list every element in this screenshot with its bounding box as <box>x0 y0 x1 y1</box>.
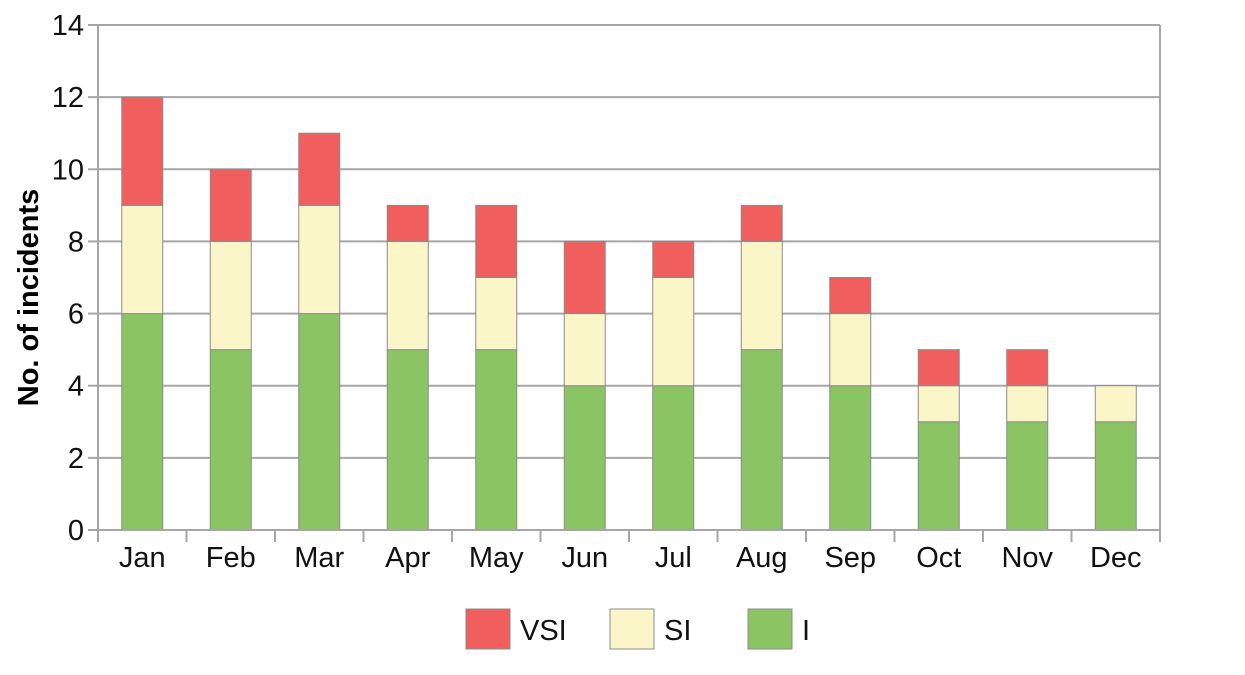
bar-vsi-jul <box>652 240 695 279</box>
legend-label: SI <box>664 615 691 647</box>
tick-labels: 0 2 4 6 8 10 12 14 Jan Feb Mar Apr May Jun Jul Aug Sep Oc… <box>52 10 1142 574</box>
bar-si-feb <box>209 240 252 351</box>
bar-i-may <box>475 349 518 531</box>
bar-vsi-jun <box>563 240 606 315</box>
bars <box>121 96 1137 531</box>
bar-vsi-may <box>475 204 518 279</box>
legend-label: I <box>802 615 810 647</box>
legend-item-si: SI <box>609 608 691 650</box>
legend-swatch <box>747 608 793 650</box>
bar-si-sep <box>829 313 872 387</box>
bar-i-feb <box>209 349 252 531</box>
y-tick-label: 0 <box>68 515 84 547</box>
bar-i-jul <box>652 385 695 531</box>
y-tick-label: 10 <box>52 154 84 186</box>
bar-si-dec <box>1094 385 1137 423</box>
x-tick-label: Aug <box>736 542 788 574</box>
bar-i-jun <box>563 385 606 531</box>
bar-vsi-jan <box>121 96 164 206</box>
bar-vsi-sep <box>829 277 872 315</box>
legend: VSI SI I <box>465 608 810 650</box>
bar-i-dec <box>1094 421 1137 531</box>
bar-i-oct <box>917 421 960 531</box>
x-tick-label: May <box>469 542 524 574</box>
legend-label: VSI <box>520 615 567 647</box>
x-tick-label: Nov <box>1001 542 1053 574</box>
bar-si-jul <box>652 277 695 387</box>
bar-i-nov <box>1006 421 1049 531</box>
y-tick-label: 14 <box>52 10 84 42</box>
x-tick-label: Jan <box>119 542 166 574</box>
bar-vsi-aug <box>740 204 783 242</box>
bar-i-jan <box>121 313 164 531</box>
x-tick-label: Feb <box>206 542 256 574</box>
axes <box>97 25 1161 542</box>
bar-si-apr <box>386 240 429 351</box>
legend-swatch <box>609 608 655 650</box>
bar-si-oct <box>917 385 960 423</box>
bar-si-may <box>475 277 518 351</box>
y-tick-label: 2 <box>68 443 84 475</box>
y-tick-label: 4 <box>68 371 84 403</box>
bar-i-mar <box>298 313 341 531</box>
y-tick-label: 8 <box>68 226 84 258</box>
x-tick-label: Sep <box>824 542 876 574</box>
bar-vsi-nov <box>1006 349 1049 387</box>
gridlines <box>88 24 1160 531</box>
x-tick-label: Dec <box>1090 542 1142 574</box>
bar-vsi-feb <box>209 168 252 242</box>
legend-item-i: I <box>747 608 810 650</box>
x-tick-label: Jun <box>561 542 608 574</box>
bar-vsi-mar <box>298 132 341 206</box>
bar-vsi-apr <box>386 204 429 242</box>
y-axis-title: No. of incidents <box>13 189 45 407</box>
bar-i-apr <box>386 349 429 531</box>
y-tick-label: 12 <box>52 82 84 114</box>
legend-swatch <box>465 608 511 650</box>
bar-vsi-oct <box>917 349 960 387</box>
bar-i-sep <box>829 385 872 531</box>
x-tick-label: Apr <box>385 542 430 574</box>
bar-si-aug <box>740 240 783 351</box>
bar-si-nov <box>1006 385 1049 423</box>
bar-si-jun <box>563 313 606 387</box>
y-tick-label: 6 <box>68 299 84 331</box>
bar-si-jan <box>121 204 164 315</box>
bar-i-aug <box>740 349 783 531</box>
x-tick-label: Mar <box>294 542 344 574</box>
x-tick-label: Jul <box>655 542 692 574</box>
bar-si-mar <box>298 204 341 315</box>
legend-item-vsi: VSI <box>465 608 567 650</box>
x-tick-label: Oct <box>916 542 961 574</box>
